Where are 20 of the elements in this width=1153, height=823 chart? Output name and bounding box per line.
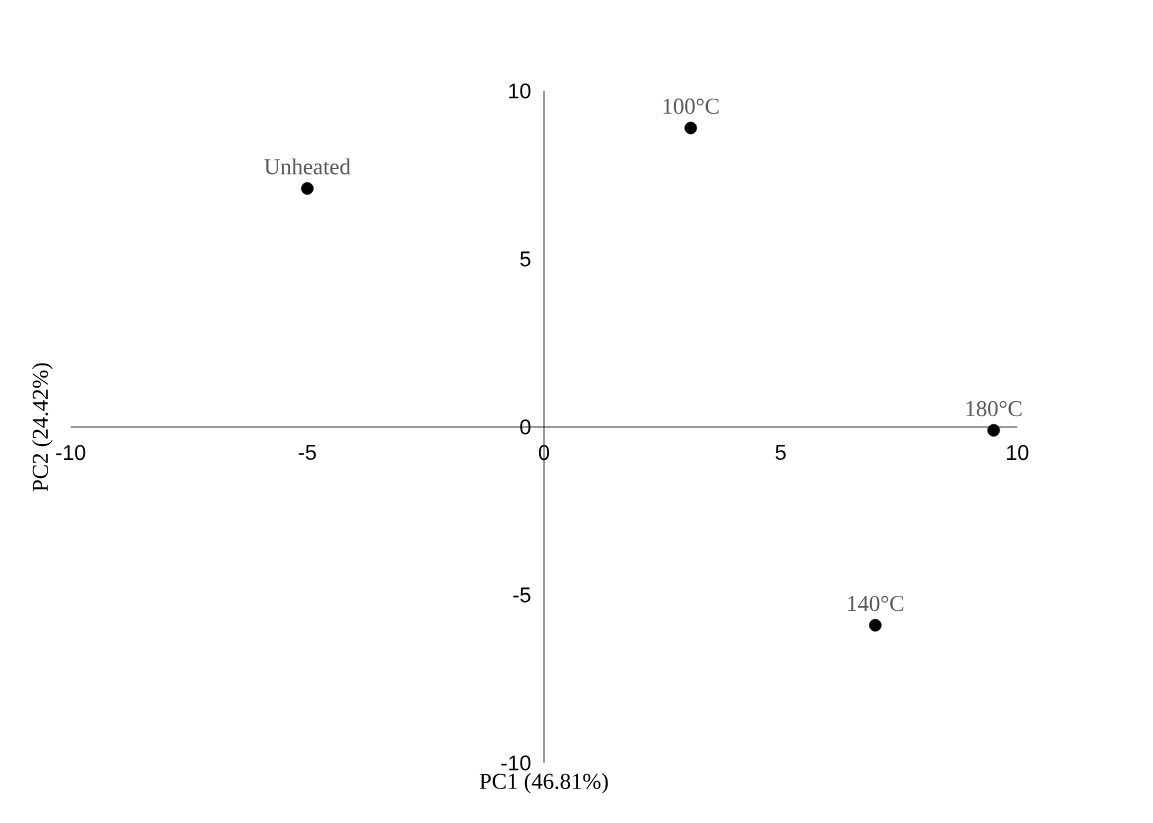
annotation: Unheated: [264, 158, 351, 175]
point: [301, 182, 314, 195]
y-tick-label: -5: [513, 587, 531, 603]
point: [684, 121, 698, 135]
x-tick-label: 0: [538, 445, 550, 461]
x-tick-label: 10: [1007, 445, 1029, 461]
x-tick-label: 5: [775, 445, 786, 460]
annotation: 180°C: [966, 401, 1022, 417]
y-tick-label: 0: [520, 419, 531, 435]
annotation: 100°C: [663, 98, 719, 114]
annotation: 140°C: [848, 595, 904, 612]
point: [987, 424, 1000, 437]
x-tick-label: -5: [298, 445, 316, 460]
x-tick-label: -10: [56, 445, 86, 461]
y-tick-label: 10: [509, 83, 531, 99]
point: [869, 618, 882, 632]
x-axis-title: PC1 (46.81%): [479, 773, 608, 794]
y-tick-label: -10: [501, 755, 531, 771]
y-axis-title: PC2 (24.42%): [32, 363, 53, 492]
y-tick-label: 5: [520, 251, 531, 267]
